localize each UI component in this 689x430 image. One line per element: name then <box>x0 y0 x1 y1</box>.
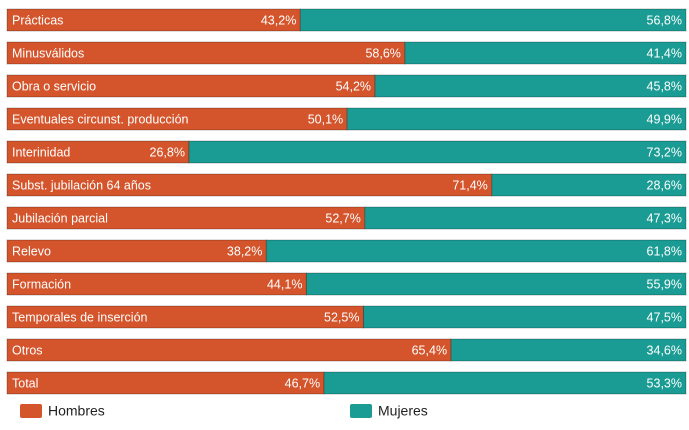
value-label: 52,7% <box>325 211 360 225</box>
legend-swatch <box>20 404 42 418</box>
value-label: 50,1% <box>308 112 343 126</box>
bar-segment <box>346 107 687 131</box>
legend-label: Hombres <box>48 403 105 419</box>
value-label: 46,7% <box>285 376 320 390</box>
value-label: 61,8% <box>647 244 682 258</box>
category-label: Eventuales circunst. producción <box>12 112 189 126</box>
category-label: Interinidad <box>12 145 70 159</box>
category-label: Jubilación parcial <box>12 211 108 225</box>
category-label: Subst. jubilación 64 años <box>12 178 151 192</box>
category-label: Minusválidos <box>12 46 84 60</box>
value-label: 38,2% <box>227 244 262 258</box>
value-label: 43,2% <box>261 13 296 27</box>
value-label: 65,4% <box>412 343 447 357</box>
category-label: Formación <box>12 277 71 291</box>
value-label: 54,2% <box>336 79 371 93</box>
value-label: 26,8% <box>150 145 185 159</box>
value-label: 58,6% <box>365 46 400 60</box>
category-label: Temporales de inserción <box>12 310 148 324</box>
bar-segment <box>188 140 687 164</box>
value-label: 55,9% <box>647 277 682 291</box>
bar-segment <box>450 338 687 362</box>
category-label: Prácticas <box>12 13 63 27</box>
value-label: 53,3% <box>647 376 682 390</box>
value-label: 45,8% <box>647 79 682 93</box>
bar-segment <box>491 173 687 197</box>
value-label: 34,6% <box>647 343 682 357</box>
category-label: Obra o servicio <box>12 79 96 93</box>
legend-label: Mujeres <box>378 403 428 419</box>
bar-segment <box>6 338 452 362</box>
bar-segment <box>323 371 687 395</box>
category-label: Otros <box>12 343 43 357</box>
bar-segment <box>265 239 687 263</box>
bar-segment <box>404 41 687 65</box>
bar-segment <box>305 272 687 296</box>
value-label: 49,9% <box>647 112 682 126</box>
legend-swatch <box>350 404 372 418</box>
value-label: 41,4% <box>647 46 682 60</box>
bar-segment <box>6 371 325 395</box>
value-label: 47,3% <box>647 211 682 225</box>
category-label: Relevo <box>12 244 51 258</box>
value-label: 28,6% <box>647 178 682 192</box>
value-label: 73,2% <box>647 145 682 159</box>
value-label: 44,1% <box>267 277 302 291</box>
value-label: 56,8% <box>647 13 682 27</box>
value-label: 52,5% <box>324 310 359 324</box>
bar-segment <box>362 305 687 329</box>
bar-segment <box>374 74 687 98</box>
value-label: 71,4% <box>452 178 487 192</box>
value-label: 47,5% <box>647 310 682 324</box>
bar-segment <box>364 206 687 230</box>
bar-segment <box>299 8 687 32</box>
category-label: Total <box>12 376 38 390</box>
